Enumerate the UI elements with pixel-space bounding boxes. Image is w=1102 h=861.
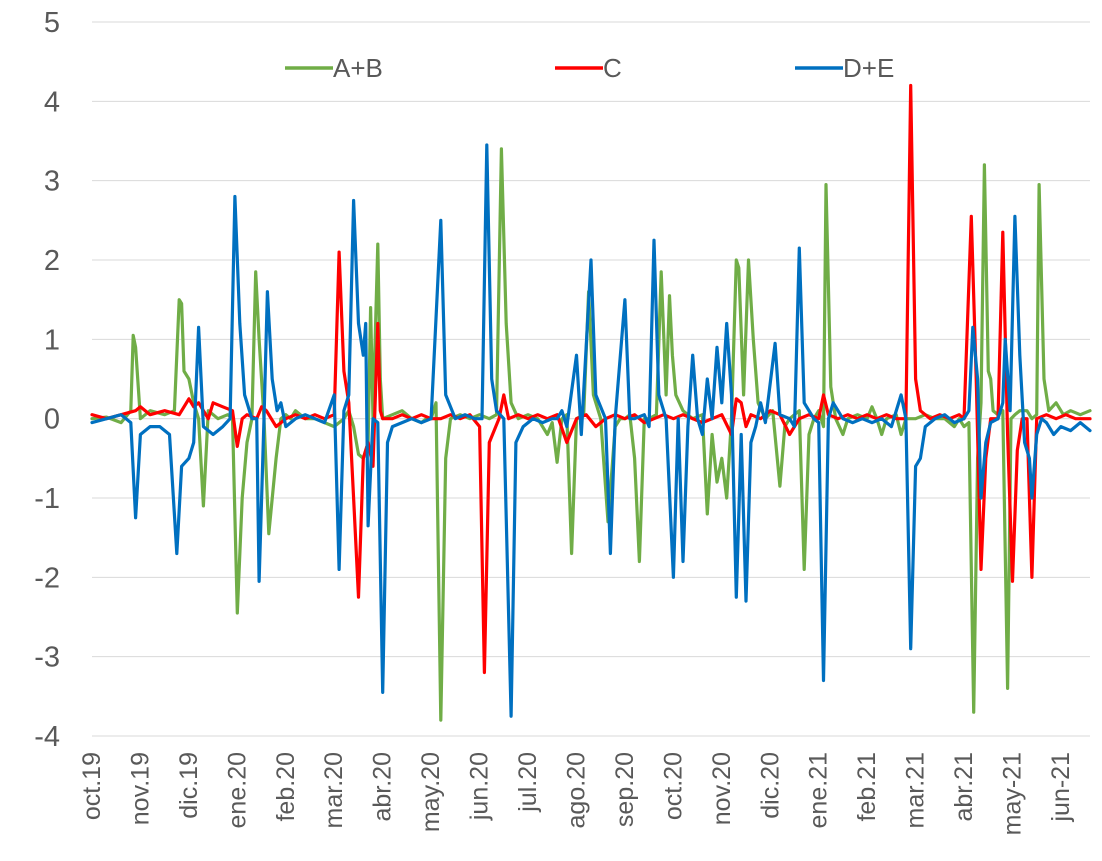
x-axis: oct.19 nov.19 dic.19 ene.20 feb.20 mar.20 abr.… [78, 752, 1075, 835]
x-tick-label: feb.21 [853, 752, 881, 822]
series-line-2 [90, 83, 1092, 675]
x-tick-label: dic.19 [175, 752, 203, 819]
y-tick-label: 2 [44, 245, 60, 277]
x-tick-label: sep.20 [611, 752, 639, 827]
x-tick-label: mar.21 [902, 752, 930, 828]
legend-label: D+E [843, 53, 894, 83]
y-axis: 5 4 3 2 1 0 -1 -2 -3 -4 [34, 7, 60, 753]
y-tick-label: 4 [44, 86, 60, 118]
series-lines [90, 83, 1092, 722]
x-tick-label: mar.20 [320, 752, 348, 828]
y-tick-label: -1 [34, 483, 60, 515]
series-line-1 [90, 147, 1092, 722]
y-tick-label: -2 [34, 562, 60, 594]
x-tick-label: feb.20 [272, 752, 300, 822]
x-tick-label: oct.20 [659, 752, 687, 820]
gridlines [92, 21, 1090, 737]
x-tick-label: ago.20 [562, 752, 590, 828]
x-tick-label: dic.20 [756, 752, 784, 819]
x-tick-label: may.20 [417, 752, 445, 832]
x-tick-label: jun.20 [466, 752, 494, 821]
legend-label: C [603, 53, 622, 83]
x-tick-label: jun-21 [1047, 752, 1075, 823]
y-tick-label: -3 [34, 642, 60, 674]
x-tick-label: oct.19 [78, 752, 106, 820]
x-tick-label: jul.20 [514, 752, 542, 813]
x-tick-label: nov.19 [126, 752, 154, 825]
x-tick-label: ene.20 [223, 752, 251, 828]
x-tick-label: ene.21 [805, 752, 833, 828]
y-tick-label: 3 [44, 166, 60, 198]
legend-label: A+B [333, 53, 383, 83]
x-tick-label: abr.21 [950, 752, 978, 822]
legend: A+B C D+E [285, 53, 894, 83]
x-tick-label: may-21 [998, 752, 1026, 835]
y-tick-label: 0 [44, 404, 60, 436]
y-tick-label: -4 [34, 721, 60, 753]
x-tick-label: nov.20 [708, 752, 736, 825]
x-tick-label: abr.20 [369, 752, 397, 822]
series-line-3 [90, 143, 1092, 718]
y-tick-label: 5 [44, 7, 60, 39]
y-tick-label: 1 [44, 324, 60, 356]
